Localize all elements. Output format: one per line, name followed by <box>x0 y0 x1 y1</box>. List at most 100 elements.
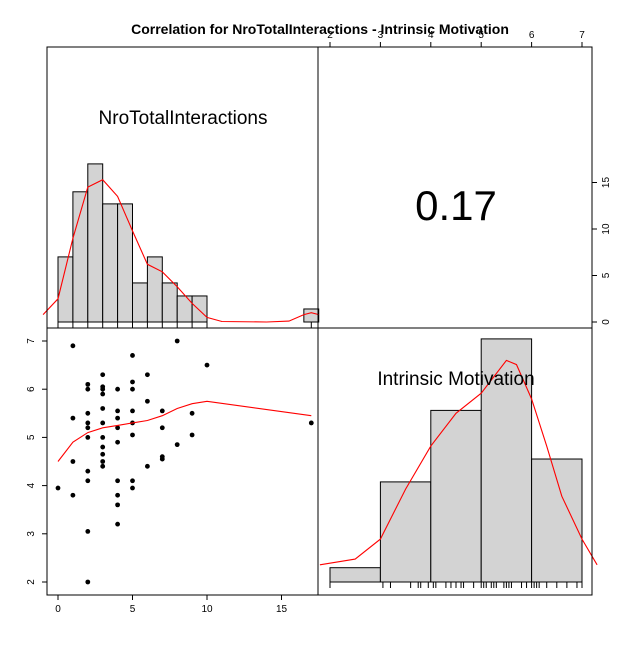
scatter-smooth-line <box>57 400 312 462</box>
axes-group: 2 3 4 5 6 7 0 5 10 15 0 5 10 15 2 3 4 5 6 7 <box>26 30 612 615</box>
scatter-point-53 <box>189 432 195 438</box>
interactions-bar-5 <box>132 282 148 323</box>
scatter-point-21 <box>100 435 106 440</box>
left-axis-tick-label: 2 <box>26 579 37 585</box>
scatter-point-13 <box>85 528 91 534</box>
scatter-point-51 <box>174 442 180 448</box>
scatter-point-30 <box>115 439 120 445</box>
scatter-point-34 <box>115 521 120 527</box>
interactions-bar-9 <box>191 295 208 323</box>
panel-border-bottom-left <box>46 327 319 596</box>
scatter-point-25 <box>100 463 106 469</box>
scatter-panel <box>55 338 314 585</box>
scatter-point-55 <box>308 420 314 426</box>
interactions-bar-3 <box>102 203 119 323</box>
interactions-bar-4 <box>117 203 133 323</box>
scatter-point-1 <box>70 343 76 349</box>
scatter-point-0 <box>55 485 61 491</box>
motivation-bar-4 <box>531 458 583 583</box>
scatter-point-26 <box>115 386 120 392</box>
interactions-density-line <box>42 179 319 323</box>
variable-label-interactions: NroTotalInteractions <box>99 108 268 129</box>
top-axis-tick-label: 3 <box>378 30 384 41</box>
scatter-point-4 <box>70 492 76 498</box>
scatter-point-14 <box>85 579 91 585</box>
right-axis-tick-label: 10 <box>601 223 612 235</box>
scatter-point-37 <box>130 386 135 392</box>
motivation-bar-0 <box>329 567 381 583</box>
histogram-panel-motivation <box>319 338 598 588</box>
scatter-point-40 <box>130 432 135 438</box>
top-axis-tick-label: 2 <box>327 30 333 41</box>
scatter-point-52 <box>189 410 195 416</box>
scatter-point-47 <box>159 425 165 431</box>
scatter-point-3 <box>70 459 76 464</box>
scatter-point-2 <box>70 415 76 421</box>
left-axis-tick-label: 5 <box>26 434 37 440</box>
scatter-point-54 <box>204 362 210 368</box>
interactions-bar-8 <box>176 295 193 323</box>
left-axis-tick-label: 6 <box>26 386 37 392</box>
interactions-bar-2 <box>87 163 104 323</box>
chart-title: Correlation for NroTotalInteractions - I… <box>131 21 509 37</box>
interactions-bar-6 <box>146 256 163 323</box>
scatter-point-32 <box>115 492 120 498</box>
top-axis-tick-label: 6 <box>529 30 535 41</box>
scatter-point-27 <box>115 408 120 414</box>
scatter-point-46 <box>159 408 165 414</box>
scatter-point-8 <box>85 420 91 426</box>
scatter-point-45 <box>145 463 150 469</box>
scatter-point-28 <box>115 415 120 421</box>
scatter-point-17 <box>100 386 106 392</box>
scatter-point-9 <box>85 425 91 431</box>
variable-label-motivation: Intrinsic Motivation <box>377 369 534 390</box>
scatter-point-36 <box>130 379 135 385</box>
top-axis-tick-label: 4 <box>428 30 434 41</box>
interactions-bar-7 <box>161 282 178 323</box>
bottom-axis-tick-label: 10 <box>201 604 213 615</box>
scatter-point-49 <box>159 456 165 462</box>
scatter-point-22 <box>100 444 106 450</box>
scatter-point-29 <box>115 425 120 431</box>
bottom-axis-tick-label: 0 <box>55 604 61 615</box>
scatter-point-19 <box>100 406 106 411</box>
right-axis-tick-label: 15 <box>601 177 612 189</box>
scatter-point-5 <box>85 381 91 387</box>
motivation-bar-1 <box>379 481 432 583</box>
bottom-axis-tick-label: 15 <box>276 604 288 615</box>
left-axis-tick-label: 3 <box>26 531 37 537</box>
scatter-point-42 <box>130 485 135 491</box>
top-axis-tick-label: 5 <box>478 30 484 41</box>
scatter-point-24 <box>100 459 106 464</box>
left-axis-tick-label: 4 <box>26 482 37 488</box>
scatter-point-38 <box>130 408 135 414</box>
right-axis-tick-label: 5 <box>601 272 612 278</box>
scatter-point-15 <box>100 372 106 378</box>
interactions-bar-10 <box>303 308 320 323</box>
histogram-panel-interactions <box>42 163 320 328</box>
scatter-point-11 <box>85 468 91 474</box>
panel-border-bottom-right <box>317 327 593 596</box>
scatter-point-44 <box>145 398 150 404</box>
scatter-point-41 <box>130 478 135 484</box>
scatter-point-50 <box>174 338 180 344</box>
scatter-point-23 <box>100 451 106 457</box>
scatter-point-10 <box>85 435 91 440</box>
scatter-point-6 <box>85 386 91 392</box>
scatter-point-20 <box>100 420 106 426</box>
top-axis-tick-label: 7 <box>579 30 585 41</box>
bottom-axis-tick-label: 5 <box>130 604 136 615</box>
scatter-point-7 <box>85 410 91 416</box>
scatter-point-43 <box>145 372 150 378</box>
correlation-value: 0.17 <box>415 182 497 229</box>
motivation-density-line <box>319 359 598 566</box>
left-axis-tick-label: 7 <box>26 338 37 344</box>
scatter-point-35 <box>130 353 135 358</box>
scatter-point-12 <box>85 478 91 484</box>
right-axis-tick-label: 0 <box>601 319 612 325</box>
scatter-point-18 <box>100 391 106 397</box>
scatter-point-33 <box>115 502 120 508</box>
scatter-point-31 <box>115 478 120 484</box>
